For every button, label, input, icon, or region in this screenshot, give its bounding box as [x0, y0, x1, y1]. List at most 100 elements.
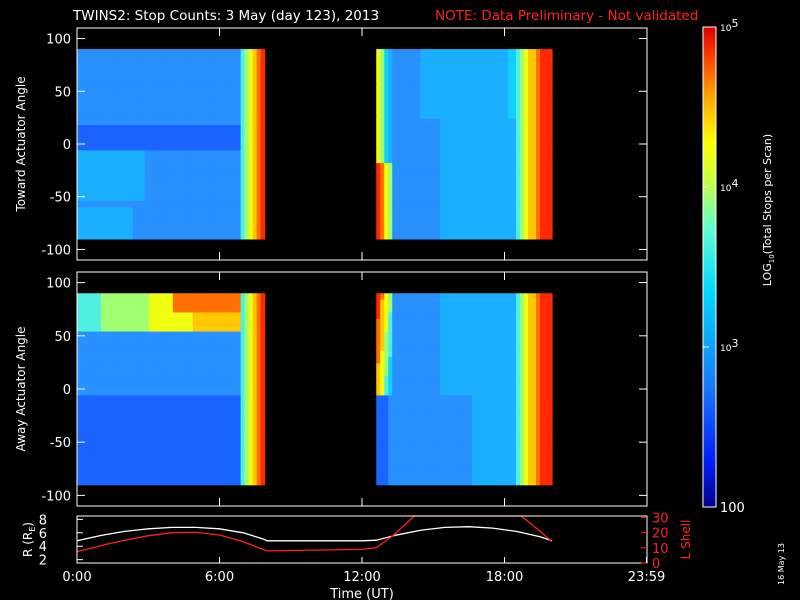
heatmap-cell	[228, 181, 234, 189]
heatmap-cell	[140, 331, 146, 339]
heatmap-cell	[456, 49, 461, 57]
heatmap-cell	[456, 169, 461, 177]
heatmap-cell	[404, 369, 409, 377]
heatmap-cell	[208, 150, 214, 158]
heatmap-cell	[508, 125, 513, 132]
heatmap-cell	[420, 137, 425, 145]
heatmap-cell	[456, 61, 461, 69]
heatmap-cell	[408, 68, 413, 75]
heatmap-cell	[460, 306, 465, 314]
heatmap-cell	[376, 112, 381, 120]
heatmap-cell	[132, 465, 138, 473]
heatmap-cell	[516, 112, 521, 120]
heatmap-cell	[200, 200, 206, 208]
heatmap-cell	[84, 369, 90, 377]
heatmap-cell	[248, 49, 254, 57]
heatmap-cell	[144, 175, 150, 183]
heatmap-cell	[92, 156, 98, 164]
heatmap-cell	[132, 131, 138, 139]
heatmap-cell	[392, 446, 397, 454]
heatmap-cell	[392, 312, 397, 320]
heatmap-cell	[432, 401, 437, 409]
heatmap-cell	[108, 465, 114, 473]
heatmap-cell	[444, 318, 449, 326]
heatmap-cell	[388, 175, 393, 183]
heatmap-cell	[432, 363, 437, 371]
heatmap-cell	[132, 207, 138, 215]
heatmap-cell	[380, 325, 385, 333]
heatmap-cell	[132, 471, 138, 479]
heatmap-cell	[416, 169, 421, 177]
heatmap-cell	[492, 137, 497, 145]
heatmap-cell	[384, 131, 389, 139]
heatmap-cell	[160, 344, 166, 352]
heatmap-cell	[376, 131, 381, 139]
heatmap-cell	[492, 80, 497, 88]
heatmap-cell	[380, 299, 385, 307]
heatmap-cell	[200, 150, 206, 158]
heatmap-cell	[116, 299, 122, 307]
heatmap-cell	[160, 156, 166, 164]
heatmap-cell	[248, 188, 254, 196]
heatmap-cell	[96, 414, 102, 422]
heatmap-cell	[192, 213, 198, 221]
heatmap-cell	[244, 376, 250, 384]
heatmap-cell	[460, 118, 465, 126]
heatmap-cell	[108, 331, 114, 339]
heatmap-cell	[484, 331, 489, 339]
heatmap-cell	[128, 452, 134, 460]
heatmap-cell	[384, 325, 389, 333]
heatmap-cell	[96, 408, 102, 416]
heatmap-cell	[432, 118, 437, 126]
heatmap-cell	[196, 331, 202, 339]
heatmap-cell	[472, 344, 477, 352]
heatmap-cell	[148, 344, 154, 352]
heatmap-cell	[496, 219, 501, 227]
heatmap-cell	[120, 344, 126, 352]
heatmap-cell	[488, 68, 493, 75]
heatmap-cell	[164, 194, 170, 202]
heatmap-cell	[480, 137, 485, 145]
heatmap-cell	[392, 80, 397, 88]
heatmap-cell	[168, 408, 174, 416]
heatmap-cell	[444, 55, 449, 63]
heatmap-cell	[252, 80, 258, 88]
heatmap-cell	[460, 318, 465, 326]
heatmap-cell	[376, 312, 381, 320]
heatmap-cell	[420, 299, 425, 307]
heatmap-cell	[420, 420, 425, 428]
heatmap-cell	[400, 414, 405, 422]
heatmap-cell	[92, 49, 98, 57]
heatmap-cell	[232, 188, 238, 196]
heatmap-cell	[420, 363, 425, 371]
heatmap-cell	[400, 137, 405, 145]
heatmap-cell	[224, 357, 230, 365]
heatmap-cell	[476, 175, 481, 183]
heatmap-cell	[516, 68, 521, 75]
heatmap-cell	[432, 459, 437, 467]
heatmap-cell	[228, 363, 234, 371]
heatmap-cell	[152, 299, 158, 307]
heatmap-cell	[204, 125, 210, 132]
heatmap-cell	[252, 181, 258, 189]
toward-y-axis-label: Toward Actuator Angle	[14, 76, 28, 212]
heatmap-cell	[152, 200, 158, 208]
heatmap-cell	[124, 150, 130, 158]
heatmap-cell	[208, 363, 214, 371]
heatmap-cell	[512, 156, 517, 164]
heatmap-cell	[388, 363, 393, 371]
heatmap-cell	[208, 80, 214, 88]
heatmap-cell	[236, 213, 242, 221]
heatmap-cell	[424, 293, 429, 301]
heatmap-cell	[472, 112, 477, 120]
heatmap-cell	[140, 207, 146, 215]
heatmap-cell	[204, 74, 210, 82]
heatmap-cell	[248, 408, 254, 416]
heatmap-cell	[100, 395, 106, 403]
heatmap-cell	[136, 80, 142, 88]
heatmap-cell	[396, 395, 401, 403]
heatmap-cell	[188, 452, 194, 460]
heatmap-cell	[228, 175, 234, 183]
heatmap-cell	[436, 169, 441, 177]
heatmap-cell	[244, 181, 250, 189]
